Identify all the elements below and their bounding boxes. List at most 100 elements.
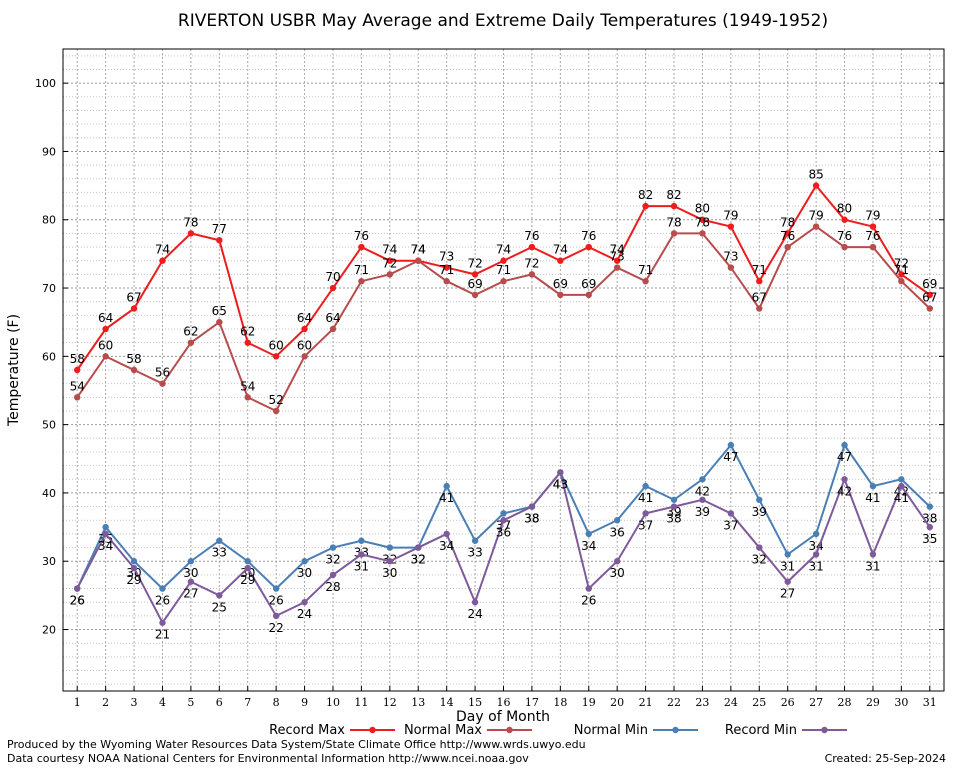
record-min-data-label: 42 (837, 484, 852, 498)
normal-min-point (159, 585, 166, 592)
record-max-data-label: 76 (354, 229, 369, 243)
legend-marker-record-min (821, 726, 828, 734)
normal-max-point (585, 291, 592, 299)
normal-max-point (301, 353, 308, 360)
record-max-data-label: 60 (269, 338, 284, 352)
x-tick-label: 10 (326, 696, 340, 709)
normal-max-point (159, 380, 166, 387)
x-tick-label: 13 (411, 696, 425, 709)
normal-max-data-label: 52 (269, 393, 284, 407)
legend-label-normal-max: Normal Max (404, 723, 482, 738)
normal-min-data-label: 36 (610, 525, 625, 539)
x-tick-label: 7 (244, 696, 251, 709)
record-max-data-label: 82 (638, 188, 653, 202)
normal-max-point (812, 223, 820, 230)
record-min-point (443, 530, 450, 538)
normal-max-point (216, 318, 223, 326)
record-max-data-label: 79 (723, 209, 738, 223)
normal-max-point (613, 264, 621, 271)
normal-max-point (358, 278, 365, 285)
record-min-point (812, 551, 820, 558)
record-max-point (471, 271, 479, 278)
normal-min-point (130, 558, 138, 565)
record-max-point (727, 223, 735, 230)
normal-min-data-label: 42 (695, 484, 710, 498)
normal-min-data-label: 33 (467, 546, 482, 560)
record-max-point (329, 284, 337, 292)
legend-label-record-min: Record Min (725, 723, 797, 738)
normal-min-point (869, 482, 877, 490)
y-axis-label: Temperature (F) (6, 314, 22, 427)
footer-created: Created: 25-Sep-2024 (824, 752, 946, 765)
record-min-point (642, 510, 649, 517)
record-max-point (301, 325, 308, 333)
normal-min-data-label: 30 (240, 566, 255, 580)
record-max-data-label: 82 (666, 188, 681, 202)
y-tick-label: 100 (35, 77, 56, 90)
record-min-point (415, 544, 422, 551)
record-min-data-label: 26 (70, 594, 85, 608)
normal-max-point (670, 230, 678, 237)
record-max-data-label: 74 (496, 243, 511, 257)
record-max-point (187, 230, 195, 237)
record-min-point (756, 544, 763, 551)
normal-max-data-label: 54 (70, 379, 85, 393)
record-min-data-label: 30 (382, 566, 397, 580)
record-min-point (727, 510, 735, 517)
normal-min-point (216, 537, 223, 544)
normal-min-data-label: 38 (524, 512, 539, 526)
grid (63, 49, 944, 691)
normal-max-point (443, 278, 450, 285)
record-min-point (159, 619, 166, 626)
normal-max-data-label: 78 (695, 215, 710, 229)
normal-max-data-label: 71 (496, 263, 511, 277)
x-tick-label: 5 (187, 696, 194, 709)
normal-min-point (756, 496, 763, 503)
record-min-data-label: 43 (553, 477, 568, 491)
x-tick-label: 11 (354, 696, 368, 709)
legend: Record Max Normal Max Normal Min Record Min (269, 723, 847, 738)
record-max-point (358, 243, 365, 251)
record-max-data-label: 72 (467, 256, 482, 270)
normal-max-point (329, 325, 337, 333)
normal-min-point (358, 537, 365, 544)
record-max-point (386, 257, 394, 264)
normal-max-point (500, 278, 507, 285)
normal-max-data-label: 65 (212, 304, 227, 318)
record-min-data-label: 35 (922, 532, 937, 546)
legend-label-record-max: Record Max (269, 723, 345, 738)
normal-min-point (727, 441, 735, 449)
normal-min-data-label: 32 (411, 553, 426, 567)
normal-max-data-label: 71 (894, 263, 909, 277)
record-min-point (699, 496, 706, 503)
normal-min-point (841, 441, 848, 449)
x-tick-label: 29 (866, 696, 880, 709)
normal-max-data-label: 71 (354, 263, 369, 277)
record-max-data-label: 79 (865, 209, 880, 223)
normal-min-point (926, 503, 933, 510)
record-min-point (613, 558, 621, 565)
normal-min-point (187, 558, 195, 565)
record-min-data-label: 31 (865, 559, 880, 573)
record-max-point (756, 278, 763, 285)
normal-max-point (528, 271, 536, 278)
x-tick-label: 30 (894, 696, 908, 709)
record-max-point (272, 353, 280, 360)
record-min-data-label: 38 (666, 512, 681, 526)
x-axis-label: Day of Month (456, 709, 550, 725)
x-tick-label: 26 (781, 696, 795, 709)
record-max-data-label: 69 (922, 277, 937, 291)
y-tick-label: 20 (42, 624, 56, 637)
normal-min-data-label: 30 (297, 566, 312, 580)
record-max-data-label: 74 (155, 243, 170, 257)
normal-min-point (613, 517, 621, 524)
legend-marker-normal-min (672, 726, 679, 734)
record-min-point (272, 612, 280, 620)
normal-max-data-label: 60 (297, 338, 312, 352)
record-min-data-label: 31 (354, 559, 369, 573)
normal-min-data-label: 26 (269, 594, 284, 608)
normal-min-data-label: 47 (837, 450, 852, 464)
record-min-data-label: 39 (695, 505, 710, 519)
